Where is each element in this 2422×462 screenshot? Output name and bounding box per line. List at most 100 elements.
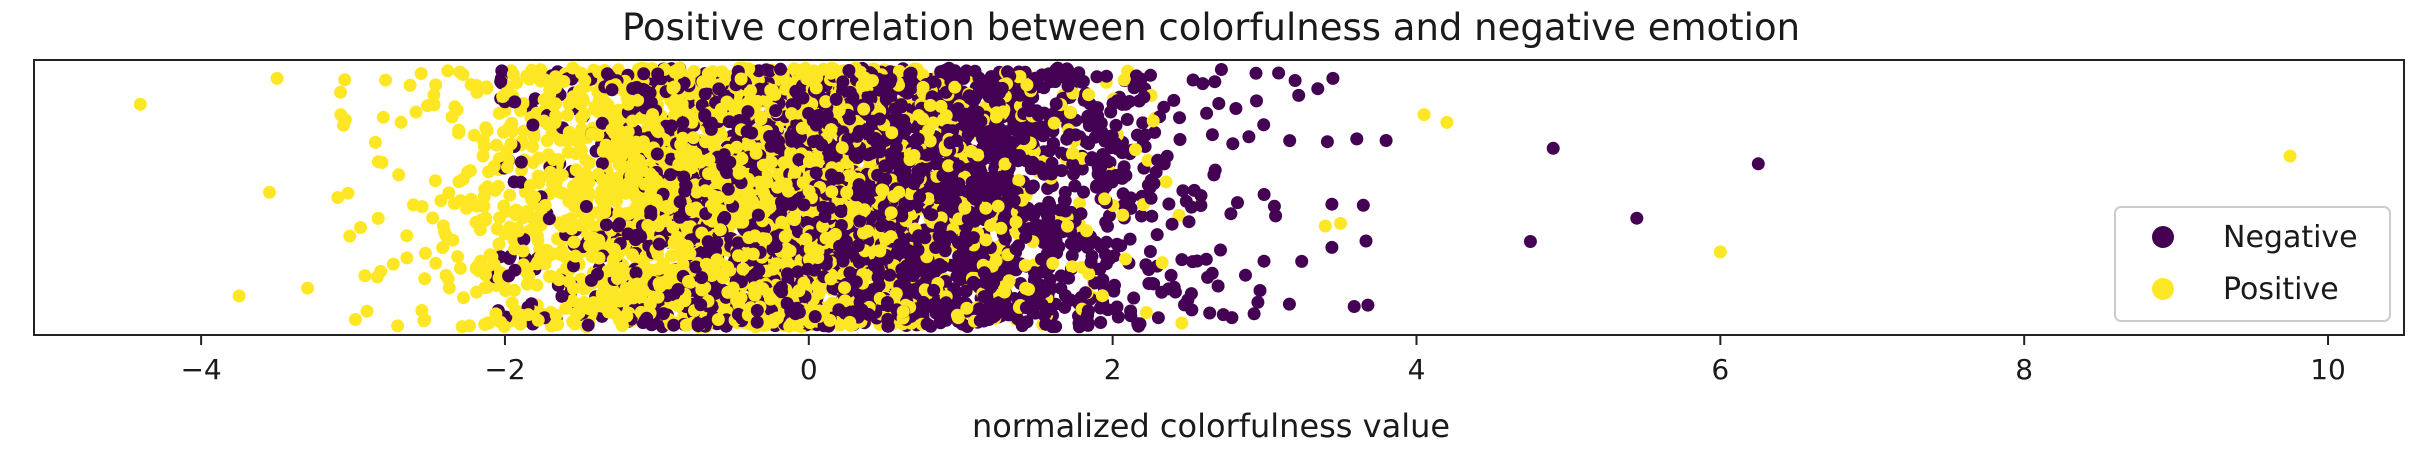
data-point-positive xyxy=(414,67,428,80)
data-point-negative xyxy=(1242,130,1256,144)
data-point-positive xyxy=(645,183,659,197)
data-point-negative xyxy=(983,188,997,202)
data-point-positive xyxy=(566,61,580,75)
data-point-positive xyxy=(415,304,429,317)
data-point-positive xyxy=(500,144,514,158)
data-point-negative xyxy=(852,178,866,192)
data-point-negative xyxy=(629,266,643,280)
data-point-positive xyxy=(526,140,539,153)
data-point-negative xyxy=(1136,116,1150,130)
data-point-negative xyxy=(665,119,679,133)
data-point-positive xyxy=(1065,260,1079,274)
data-point-negative xyxy=(1094,316,1108,329)
data-point-positive xyxy=(537,93,551,107)
data-point-positive xyxy=(630,277,644,291)
data-point-negative xyxy=(846,90,860,104)
data-point-positive xyxy=(564,212,578,226)
data-point-positive xyxy=(948,80,962,94)
data-point-positive xyxy=(1063,106,1077,119)
data-point-negative xyxy=(1058,185,1072,199)
data-point-positive xyxy=(732,249,745,263)
data-point-negative xyxy=(1026,120,1040,134)
data-point-negative xyxy=(581,318,595,332)
data-point-negative xyxy=(1107,284,1121,298)
data-point-positive xyxy=(979,233,993,247)
data-point-negative xyxy=(1167,93,1181,107)
data-point-positive xyxy=(368,135,382,149)
data-point-negative xyxy=(871,168,885,182)
data-point-negative xyxy=(1203,306,1217,320)
data-point-positive xyxy=(745,194,759,208)
data-point-negative xyxy=(1229,102,1243,115)
data-point-negative xyxy=(842,64,856,77)
data-point-negative xyxy=(1142,263,1156,276)
data-point-positive xyxy=(441,272,455,286)
data-point-positive xyxy=(543,83,557,97)
data-point-positive xyxy=(843,315,857,329)
data-point-negative xyxy=(809,118,823,132)
data-point-positive xyxy=(676,131,690,145)
data-point-positive xyxy=(592,299,606,313)
data-point-positive xyxy=(585,127,599,141)
data-point-negative xyxy=(791,265,805,279)
data-point-negative xyxy=(677,76,691,90)
data-point-positive xyxy=(457,291,470,305)
data-point-positive xyxy=(540,243,554,257)
data-point-negative xyxy=(1164,268,1178,282)
data-point-positive xyxy=(766,313,780,327)
data-point-negative xyxy=(994,170,1008,184)
data-point-positive xyxy=(376,110,390,124)
data-point-negative xyxy=(1141,178,1155,192)
data-point-negative xyxy=(1047,137,1061,151)
data-point-positive xyxy=(400,251,414,265)
data-point-positive xyxy=(625,248,639,262)
data-point-negative xyxy=(1110,300,1124,314)
data-point-negative xyxy=(1123,192,1137,206)
data-point-negative xyxy=(1111,310,1125,324)
data-point-negative xyxy=(763,64,777,78)
data-point-negative xyxy=(1054,281,1068,295)
data-point-negative xyxy=(958,107,972,121)
data-point-negative xyxy=(1288,74,1302,87)
data-point-positive xyxy=(568,317,582,331)
data-point-positive xyxy=(892,64,906,78)
data-point-positive xyxy=(456,172,470,186)
data-point-positive xyxy=(463,319,476,333)
data-point-positive xyxy=(639,267,653,281)
data-point-positive xyxy=(476,149,490,163)
data-point-positive xyxy=(601,264,615,278)
chart-title: Positive correlation between colorfulnes… xyxy=(622,6,1800,49)
data-point-positive xyxy=(555,168,569,182)
data-point-negative xyxy=(1055,164,1069,178)
data-point-positive xyxy=(561,134,575,148)
data-point-negative xyxy=(644,204,658,218)
data-point-positive xyxy=(984,219,998,232)
data-point-negative xyxy=(1142,277,1156,290)
data-point-positive xyxy=(780,75,794,89)
data-point-negative xyxy=(1359,234,1373,248)
data-point-negative xyxy=(1009,242,1023,256)
data-point-negative xyxy=(1214,243,1227,257)
data-point-positive xyxy=(386,257,400,271)
data-point-positive xyxy=(567,179,580,193)
data-point-positive xyxy=(736,262,750,276)
data-point-negative xyxy=(966,275,980,289)
data-point-negative xyxy=(637,67,651,81)
data-point-positive xyxy=(698,280,712,294)
data-point-negative xyxy=(836,254,850,268)
data-point-positive xyxy=(613,294,627,308)
data-point-negative xyxy=(673,195,687,209)
data-point-negative xyxy=(1200,106,1214,120)
data-point-negative xyxy=(906,269,920,283)
data-point-negative xyxy=(1131,317,1145,331)
data-point-positive xyxy=(875,183,889,197)
data-point-negative xyxy=(1100,69,1113,83)
data-point-negative xyxy=(974,247,988,261)
data-point-positive xyxy=(757,186,771,200)
data-point-negative xyxy=(1201,270,1215,284)
data-point-positive xyxy=(923,98,937,112)
data-point-negative xyxy=(1061,79,1075,93)
data-point-positive xyxy=(823,313,837,327)
data-point-positive xyxy=(503,188,517,202)
data-point-positive xyxy=(595,287,609,301)
